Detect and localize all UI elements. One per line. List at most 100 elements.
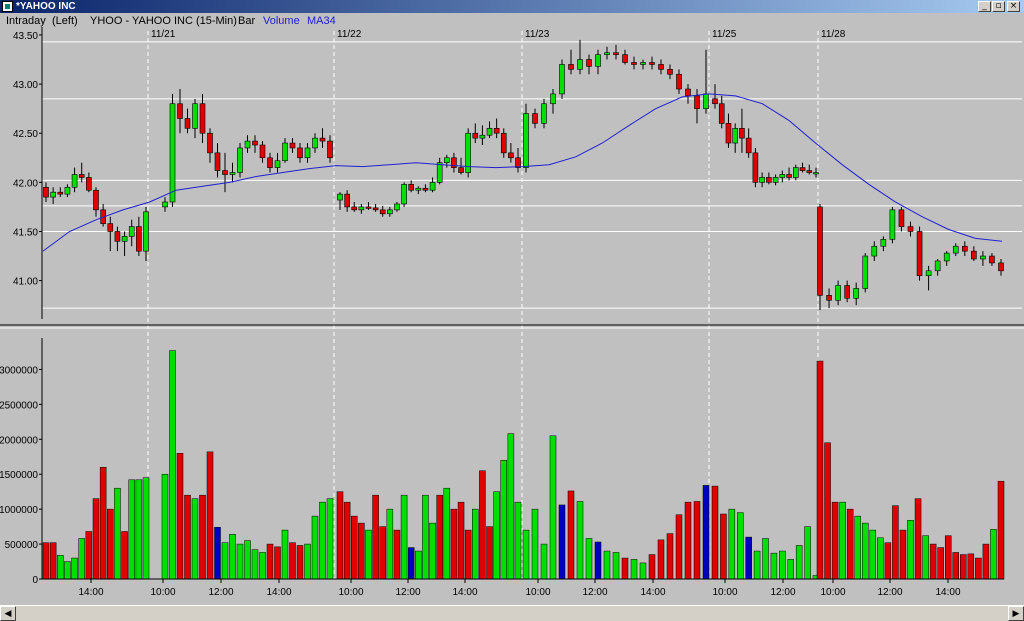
price-volume-chart[interactable]: 43.50 43.00 42.50 42.00 41.50 41.00 3000000 250… bbox=[0, 13, 1024, 605]
candle-body bbox=[604, 52, 610, 55]
candle-body bbox=[759, 177, 765, 183]
candle-body bbox=[365, 206, 372, 209]
time-tick-label: 12:00 bbox=[208, 587, 233, 598]
candle-body bbox=[871, 245, 878, 257]
volume-bar bbox=[244, 540, 251, 580]
date-label: 11/22 bbox=[337, 29, 362, 40]
volume-bar bbox=[702, 485, 710, 580]
volume-bar bbox=[657, 539, 665, 580]
time-tick-label: 10:00 bbox=[712, 587, 737, 598]
volume-bar bbox=[753, 550, 761, 580]
restore-button[interactable]: ▫ bbox=[992, 1, 1005, 12]
header-symbol: YHOO - YAHOO INC (15-Min) bbox=[90, 15, 237, 27]
header-style: Bar bbox=[238, 15, 255, 27]
candle-body bbox=[550, 93, 556, 105]
candle-body bbox=[907, 226, 914, 232]
close-button[interactable]: × bbox=[1007, 1, 1020, 12]
volume-bar bbox=[206, 451, 214, 580]
candle-body bbox=[422, 187, 429, 191]
candle-body bbox=[806, 170, 813, 173]
volume-bar bbox=[982, 543, 990, 580]
candle-body bbox=[372, 207, 379, 211]
candle-body bbox=[394, 203, 400, 211]
candle-body bbox=[595, 54, 601, 67]
candle-body bbox=[451, 157, 457, 168]
volume-bar bbox=[899, 529, 907, 580]
window-title: *YAHOO INC bbox=[16, 1, 76, 12]
candle-body bbox=[50, 191, 56, 198]
volume-bar bbox=[770, 552, 778, 580]
volume-bar bbox=[71, 557, 78, 580]
candle-body bbox=[199, 103, 206, 134]
volume-bar bbox=[99, 466, 107, 580]
volume-bar bbox=[479, 470, 486, 580]
volume-bar bbox=[507, 433, 515, 580]
volume-bar bbox=[176, 453, 184, 580]
volume-tick-label: 2000000 bbox=[0, 435, 38, 446]
volume-bar bbox=[214, 527, 221, 580]
candle-body bbox=[458, 167, 464, 173]
candle-body bbox=[86, 177, 92, 191]
volume-bar bbox=[892, 505, 899, 580]
candle-body bbox=[57, 191, 64, 195]
scroll-left-button[interactable]: ◀ bbox=[0, 606, 16, 621]
volume-bar bbox=[319, 501, 326, 580]
candle-body bbox=[297, 147, 303, 159]
volume-bar bbox=[514, 501, 522, 580]
time-tick-label: 12:00 bbox=[582, 587, 607, 598]
volume-bar bbox=[648, 554, 656, 580]
candle-body bbox=[862, 255, 869, 289]
candle-body bbox=[207, 132, 213, 154]
volume-bar bbox=[57, 554, 64, 580]
candle-body bbox=[766, 177, 772, 183]
candle-body bbox=[649, 62, 655, 65]
volume-bar bbox=[720, 513, 727, 580]
chart-area[interactable]: 43.50 43.00 42.50 42.00 41.50 41.00 3000000 250… bbox=[0, 13, 1024, 605]
volume-bar bbox=[877, 537, 884, 580]
candle-body bbox=[559, 64, 565, 95]
time-tick-label: 14:00 bbox=[78, 587, 103, 598]
candle-body bbox=[739, 128, 745, 139]
candle-body bbox=[401, 184, 407, 205]
candle-body bbox=[379, 209, 386, 215]
candle-body bbox=[694, 95, 700, 109]
volume-bar bbox=[869, 529, 877, 580]
volume-bar bbox=[929, 543, 937, 580]
volume-bar bbox=[621, 557, 629, 580]
volume-tick-label: 3000000 bbox=[0, 365, 38, 376]
time-tick-label: 12:00 bbox=[395, 587, 420, 598]
volume-bar bbox=[85, 531, 93, 580]
volume-bar bbox=[236, 543, 244, 580]
window-titlebar: *YAHOO INC _ ▫ × bbox=[0, 0, 1024, 13]
candle-body bbox=[184, 118, 191, 129]
candle-body bbox=[725, 123, 732, 144]
volume-bar bbox=[49, 542, 57, 580]
volume-bar bbox=[274, 546, 281, 580]
volume-bar bbox=[161, 473, 169, 580]
candle-body bbox=[998, 262, 1004, 272]
candle-body bbox=[622, 54, 628, 63]
scroll-right-button[interactable]: ▶ bbox=[1008, 606, 1024, 621]
volume-bar bbox=[531, 508, 539, 580]
volume-bar bbox=[107, 508, 114, 580]
volume-bar bbox=[967, 553, 975, 580]
candle-body bbox=[337, 193, 343, 201]
horizontal-scrollbar[interactable]: ◀ ▶ bbox=[0, 605, 1024, 621]
volume-bar bbox=[311, 515, 319, 580]
time-tick-label: 14:00 bbox=[935, 587, 960, 598]
time-tick-label: 12:00 bbox=[877, 587, 902, 598]
candle-body bbox=[817, 206, 823, 296]
volume-bar bbox=[422, 494, 429, 580]
candle-body bbox=[312, 137, 318, 149]
minimize-button[interactable]: _ bbox=[978, 1, 991, 12]
candle-body bbox=[667, 69, 673, 75]
volume-bar bbox=[711, 485, 719, 580]
time-tick-label: 14:00 bbox=[452, 587, 477, 598]
volume-bar bbox=[457, 501, 465, 580]
volume-bar bbox=[304, 543, 311, 580]
volume-bar bbox=[914, 498, 922, 580]
volume-bar bbox=[121, 531, 128, 580]
volume-bar bbox=[296, 545, 304, 580]
app-icon[interactable] bbox=[2, 1, 13, 12]
candle-body bbox=[267, 157, 273, 168]
